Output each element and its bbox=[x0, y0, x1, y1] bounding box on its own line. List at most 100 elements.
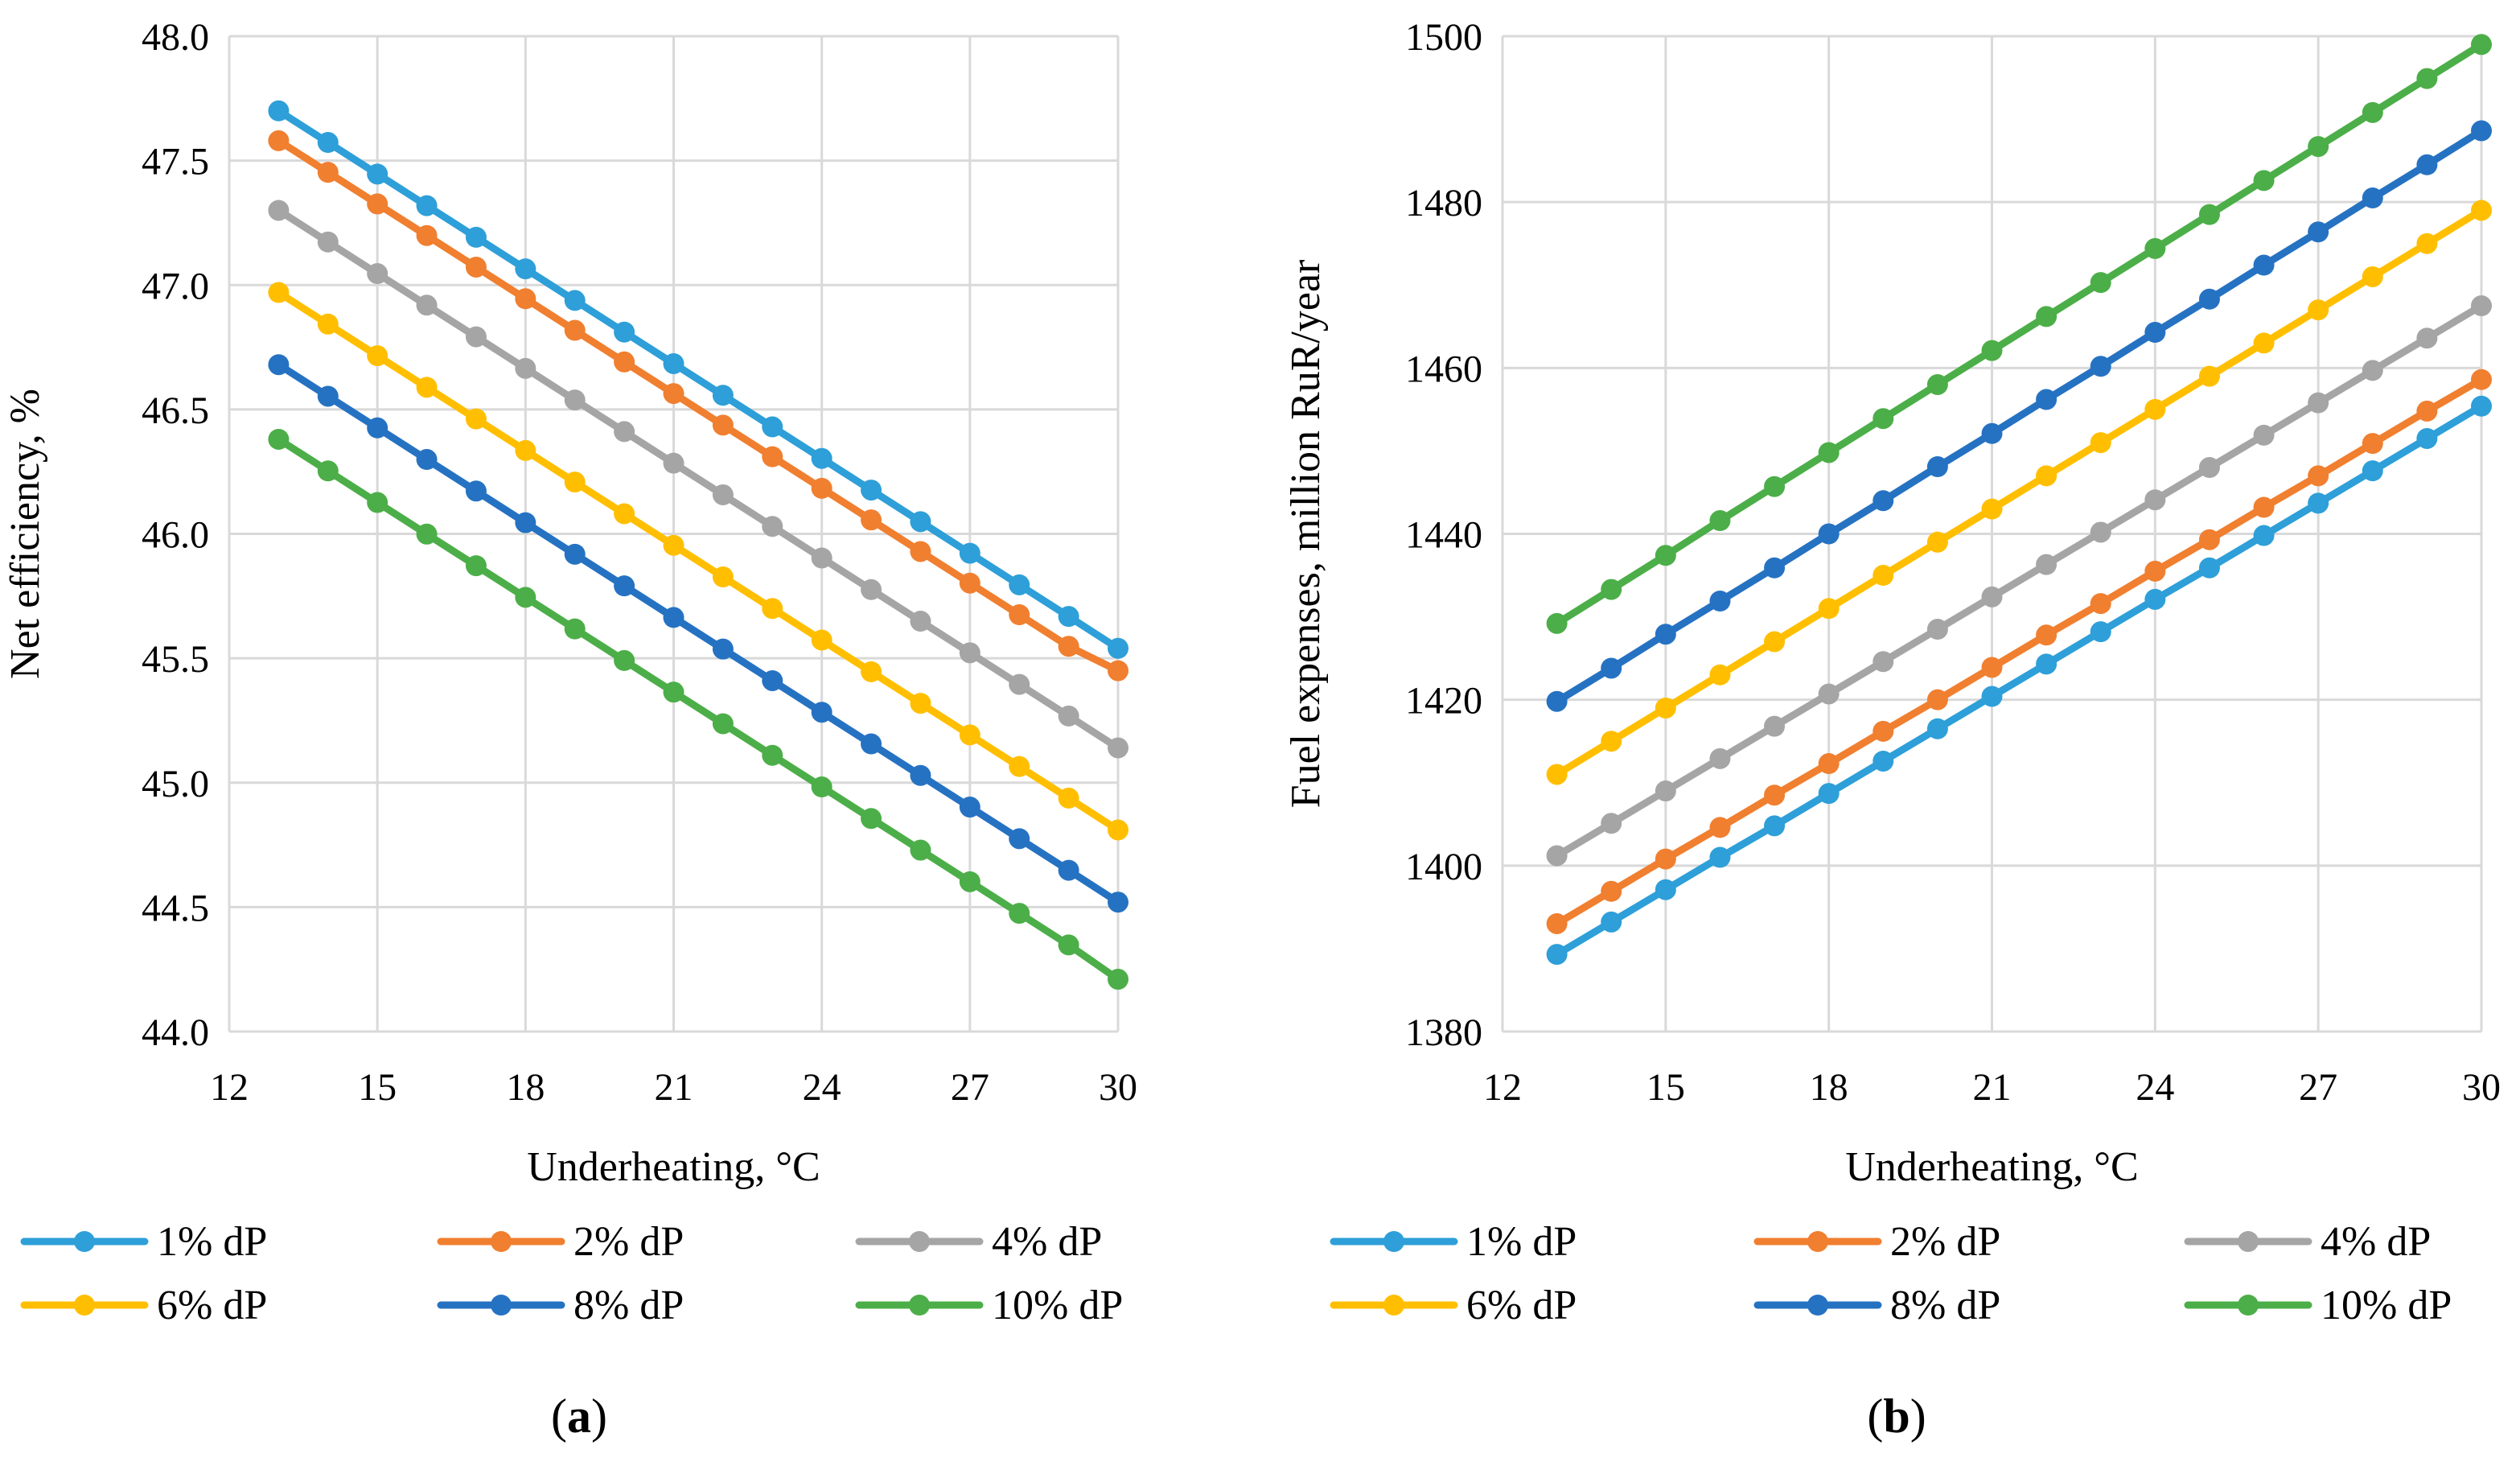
data-point bbox=[317, 162, 339, 183]
data-point bbox=[1655, 697, 1676, 719]
x-tick-label: 24 bbox=[2136, 1066, 2174, 1109]
data-point bbox=[614, 503, 635, 525]
data-point bbox=[1601, 911, 1622, 933]
panel-label: a bbox=[567, 1390, 591, 1443]
y-tick-label: 46.5 bbox=[142, 389, 209, 432]
data-point bbox=[2144, 398, 2166, 420]
legend-marker-2 bbox=[491, 1231, 512, 1252]
data-point bbox=[2253, 170, 2275, 191]
y-tick-label: 1440 bbox=[1405, 514, 1482, 557]
data-point bbox=[2036, 624, 2058, 646]
series-line-1 bbox=[1553, 402, 2485, 958]
data-point bbox=[1009, 828, 1030, 850]
data-point bbox=[811, 547, 832, 569]
data-point bbox=[1818, 442, 1840, 463]
data-point bbox=[1764, 715, 1786, 737]
data-point bbox=[959, 572, 980, 594]
data-point bbox=[1601, 880, 1622, 902]
data-point bbox=[1009, 756, 1030, 777]
data-point bbox=[515, 288, 536, 310]
data-point bbox=[2036, 465, 2058, 487]
data-point bbox=[564, 389, 586, 411]
data-point bbox=[762, 516, 783, 537]
series-line-3 bbox=[274, 206, 1122, 752]
x-tick-label: 24 bbox=[803, 1066, 841, 1109]
data-point bbox=[910, 511, 931, 533]
data-point bbox=[465, 226, 487, 248]
data-point bbox=[1546, 944, 1568, 966]
data-point bbox=[515, 439, 536, 461]
series-line-5 bbox=[274, 360, 1122, 906]
data-point bbox=[1108, 892, 1128, 913]
data-point bbox=[2362, 460, 2383, 482]
y-tick-label: 1480 bbox=[1405, 182, 1482, 224]
data-point bbox=[2416, 427, 2438, 449]
data-point bbox=[1873, 720, 1894, 742]
legend-label: 4% dP bbox=[2321, 1219, 2431, 1265]
y-tick-label: 44.5 bbox=[142, 887, 209, 929]
data-point bbox=[1009, 604, 1030, 626]
data-point bbox=[2416, 327, 2438, 349]
data-point bbox=[712, 638, 734, 660]
x-axis-title: Underheating, °C bbox=[1845, 1144, 2138, 1190]
data-point bbox=[1009, 574, 1030, 595]
y-tick-label: 47.0 bbox=[142, 265, 209, 307]
data-point bbox=[1764, 815, 1786, 837]
data-point bbox=[1108, 737, 1128, 759]
data-point bbox=[614, 575, 635, 597]
series-line-6 bbox=[274, 435, 1122, 983]
data-point bbox=[1764, 784, 1786, 806]
data-point bbox=[2308, 136, 2329, 158]
x-tick-label: 12 bbox=[1483, 1066, 1522, 1109]
data-point bbox=[1981, 586, 2003, 607]
data-point bbox=[1981, 422, 2003, 444]
chart-panel-a: 44.0 44.5 45.0 45.5 46.0 46.5 47.0 47.5 48.0 12 15… bbox=[2, 16, 1137, 1443]
data-point bbox=[1058, 705, 1079, 727]
y-tick-label: 1420 bbox=[1405, 680, 1482, 723]
data-point bbox=[2471, 34, 2492, 56]
legend-marker-2 bbox=[1807, 1231, 1828, 1252]
data-point bbox=[2198, 457, 2220, 479]
data-point bbox=[2308, 465, 2329, 487]
data-point bbox=[762, 744, 783, 766]
data-point bbox=[268, 354, 290, 376]
series-line-1 bbox=[274, 107, 1122, 653]
data-point bbox=[2471, 369, 2492, 390]
data-point bbox=[2471, 295, 2492, 317]
data-point bbox=[811, 702, 832, 723]
y-axis-title: Fuel expenses, million RuR/year bbox=[1283, 260, 1329, 809]
data-point bbox=[317, 231, 339, 253]
data-point bbox=[2253, 496, 2275, 518]
data-point bbox=[1764, 557, 1786, 579]
data-point bbox=[2090, 593, 2111, 615]
chart-panel-b: 1380 1400 1420 1440 1460 1480 1500 12 15 18 21 24 27… bbox=[1283, 16, 2501, 1443]
data-point bbox=[2362, 101, 2383, 123]
data-point bbox=[663, 607, 684, 628]
data-point bbox=[861, 579, 882, 600]
data-point bbox=[1926, 718, 1948, 739]
data-point bbox=[2090, 356, 2111, 377]
data-point bbox=[416, 195, 438, 216]
data-point bbox=[1873, 490, 1894, 512]
data-point bbox=[1108, 660, 1128, 682]
data-point bbox=[861, 733, 882, 755]
data-point bbox=[910, 611, 931, 632]
legend-marker-6 bbox=[2238, 1295, 2259, 1316]
data-point bbox=[2416, 400, 2438, 422]
data-point bbox=[2036, 389, 2058, 410]
data-point bbox=[614, 649, 635, 671]
data-point bbox=[2090, 432, 2111, 454]
data-point bbox=[1981, 686, 2003, 707]
data-point bbox=[465, 408, 487, 430]
y-tick-label: 1500 bbox=[1405, 16, 1482, 59]
data-point bbox=[2144, 237, 2166, 259]
data-point bbox=[712, 713, 734, 735]
data-point bbox=[1818, 683, 1840, 705]
data-point bbox=[2144, 489, 2166, 511]
data-point bbox=[317, 460, 339, 482]
data-point bbox=[2144, 588, 2166, 610]
data-point bbox=[1818, 753, 1840, 775]
y-tick-label: 1460 bbox=[1405, 348, 1482, 390]
data-point bbox=[1926, 531, 1948, 553]
legend-marker-6 bbox=[909, 1295, 930, 1316]
